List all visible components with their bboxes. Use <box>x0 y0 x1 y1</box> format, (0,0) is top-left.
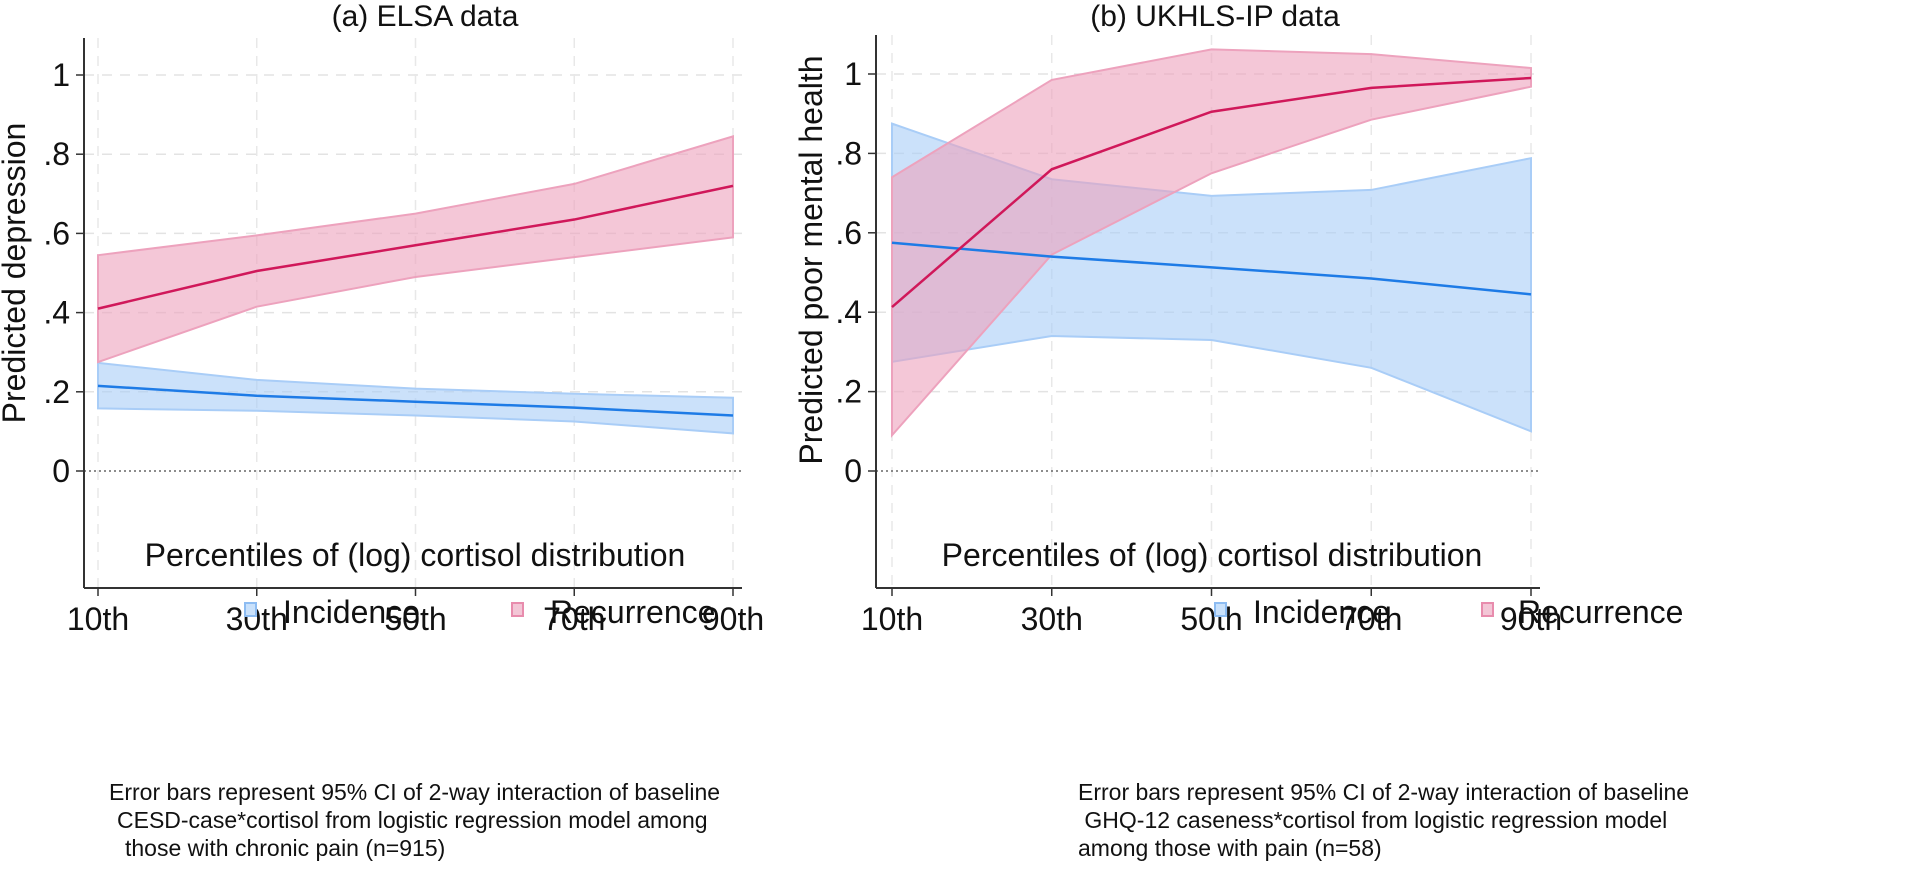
caption-line: those with chronic pain (n=915) <box>125 835 445 861</box>
y-tick-label: 1 <box>844 56 862 92</box>
y-tick-label: 1 <box>52 57 70 93</box>
y-tick-label: 0 <box>844 453 862 489</box>
legend-a: Incidence Recurrence <box>244 594 715 630</box>
caption-line: Error bars represent 95% CI of 2-way int… <box>1078 779 1689 805</box>
ci-bands-a <box>97 135 734 435</box>
x-tick-label: 70th <box>1340 601 1402 637</box>
x-tick-label: 90th <box>702 601 764 637</box>
caption-line: GHQ-12 caseness*cortisol from logistic r… <box>1078 807 1667 833</box>
ci-band-incidence <box>97 361 734 435</box>
y-tick-label: .4 <box>835 294 862 330</box>
legend-b: Incidence Recurrence <box>1214 594 1683 630</box>
legend-label-incidence: Incidence <box>283 594 420 630</box>
y-tick-label: .8 <box>43 136 70 172</box>
y-tick-label: .4 <box>43 295 70 331</box>
x-tick-label: 90th <box>1500 601 1562 637</box>
x-tick-label: 50th <box>1180 601 1242 637</box>
series-line-incidence <box>891 241 1532 296</box>
panel-title-b: (b) UKHLS-IP data <box>1090 0 1340 33</box>
caption-line: among those with pain (n=58) <box>1078 835 1382 861</box>
legend-swatch-incidence <box>1214 602 1227 617</box>
ci-band-recurrence <box>891 48 1532 438</box>
panel-b: 0 .2 .4 .6 .8 1 10th 30th 50th 70th 90th (b) UKHLS… <box>793 0 1689 861</box>
series-lines-a <box>97 184 734 417</box>
x-tick-label: 50th <box>384 601 446 637</box>
series-line-incidence <box>97 384 734 417</box>
y-axis-label-a: Predicted depression <box>0 123 32 424</box>
legend-swatch-incidence <box>244 602 257 617</box>
caption-line: CESD-case*cortisol from logistic regress… <box>117 807 708 833</box>
caption-line: Error bars represent 95% CI of 2-way int… <box>109 779 720 805</box>
legend-swatch-recurrence <box>1481 602 1494 617</box>
caption-a: Error bars represent 95% CI of 2-way int… <box>109 779 720 861</box>
y-tick-label: .6 <box>43 215 70 251</box>
series-line-recurrence <box>891 76 1532 308</box>
ci-band-recurrence <box>97 135 734 364</box>
x-tick-label: 70th <box>543 601 605 637</box>
series-line-recurrence <box>97 184 734 310</box>
x-tick-label: 10th <box>861 601 923 637</box>
legend-label-recurrence: Recurrence <box>1518 594 1683 630</box>
y-tick-label: .6 <box>835 215 862 251</box>
y-tick-label: .8 <box>835 135 862 171</box>
x-axis-label-a: Percentiles of (log) cortisol distributi… <box>145 537 686 573</box>
legend-label-incidence: Incidence <box>1253 594 1390 630</box>
y-tick-label: .2 <box>835 374 862 410</box>
x-tick-label: 10th <box>67 601 129 637</box>
x-axis-label-b: Percentiles of (log) cortisol distributi… <box>942 537 1483 573</box>
x-tick-label: 30th <box>1021 601 1083 637</box>
caption-b: Error bars represent 95% CI of 2-way int… <box>1078 779 1689 861</box>
panel-title-a: (a) ELSA data <box>332 0 519 33</box>
y-tick-label: .2 <box>43 374 70 410</box>
legend-label-recurrence: Recurrence <box>550 594 715 630</box>
series-lines-b <box>891 76 1532 308</box>
ci-bands-b <box>891 48 1532 438</box>
y-tick-label: 0 <box>52 453 70 489</box>
y-axis-label-b: Predicted poor mental health <box>793 55 829 464</box>
legend-swatch-recurrence <box>511 602 524 617</box>
axes-b: 0 .2 .4 .6 .8 1 10th 30th 50th 70th 90th <box>835 35 1562 637</box>
